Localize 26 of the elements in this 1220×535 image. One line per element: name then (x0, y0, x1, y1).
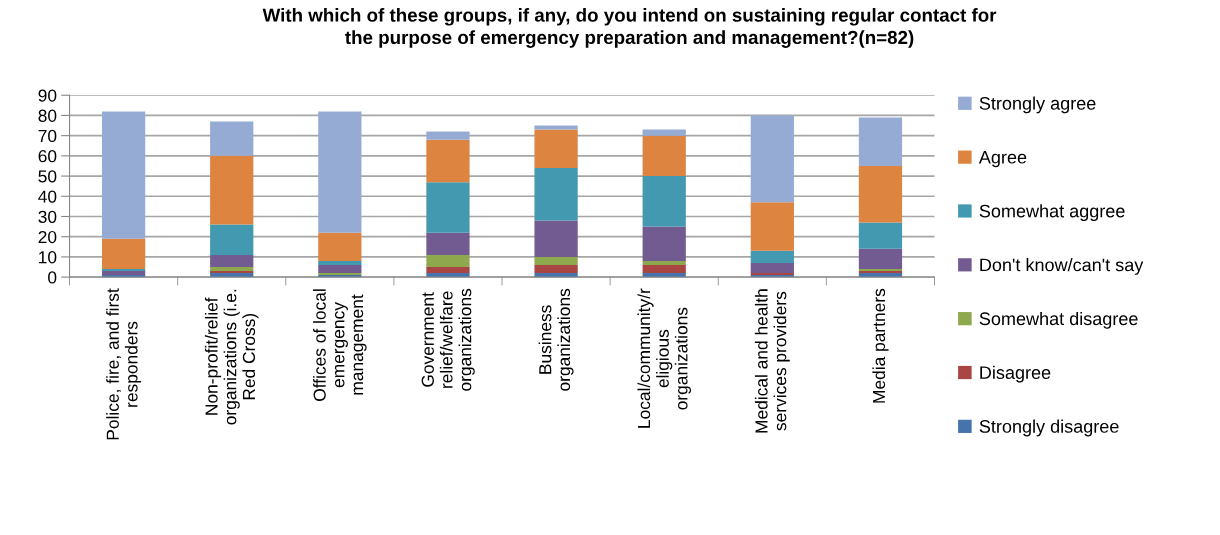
x-tick-label: Government relief/welfare organizations (421, 288, 475, 391)
x-tick-label: Police, fire, and first responders (106, 288, 142, 440)
y-tick-label: 40 (38, 190, 57, 203)
y-tick-label: 10 (39, 251, 57, 264)
legend-label: Strongly agree (979, 96, 1096, 114)
legend-label: Disagree (980, 365, 1051, 383)
x-tick-label: Business organizations (538, 288, 574, 391)
y-tick-label: 70 (38, 129, 57, 143)
y-tick-label: 60 (38, 150, 57, 163)
x-tick-label: Local/community/r eligious organizations (637, 288, 692, 428)
y-tick-label: 20 (38, 230, 57, 244)
legend-label: Don't know/can't say (980, 258, 1144, 275)
x-tick-label: Non-profit/relief organizations (i.e. Red Cross) (204, 289, 259, 425)
x-tick-label: Medical and health services providers (754, 289, 790, 433)
legend-label: Somewhat disagree (979, 311, 1138, 329)
y-tick-label: 0 (48, 271, 57, 284)
x-tick-label: Media partners (872, 288, 889, 403)
legend-label: Agree (978, 151, 1027, 168)
chart-title: With which of these groups, if any, do you intend on sustaining regular contact for the purpose of emergency preparation and management?(n=82) (262, 8, 997, 48)
legend-label: Somewhat aggree (979, 204, 1125, 222)
x-tick-label: Offices of local emergency management (313, 289, 367, 401)
y-tick-label: 50 (38, 170, 57, 183)
legend-label: Strongly disagree (979, 419, 1119, 437)
y-tick-label: 80 (38, 109, 57, 122)
y-tick-label: 30 (38, 210, 57, 223)
y-tick-label: 90 (38, 89, 57, 102)
